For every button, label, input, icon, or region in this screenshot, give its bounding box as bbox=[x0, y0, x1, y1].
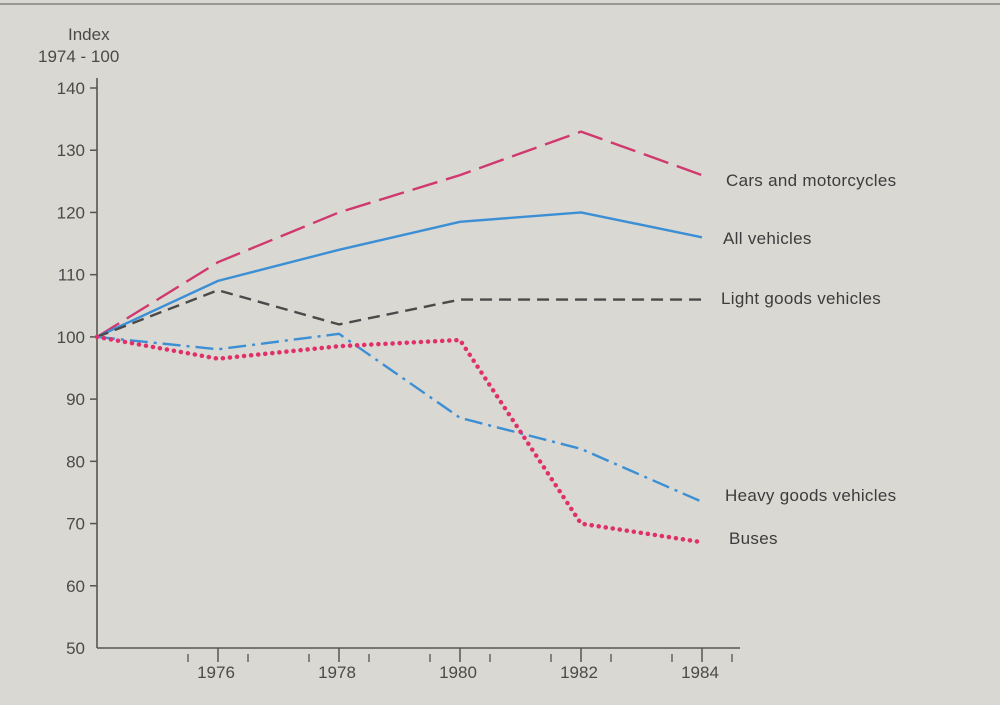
series-line-cars-and-motorcycles bbox=[96, 130, 703, 338]
y-axis-title-line1: Index bbox=[68, 25, 110, 44]
series-line-buses bbox=[94, 334, 705, 545]
series-label: Buses bbox=[729, 529, 778, 548]
x-tick-label: 1978 bbox=[318, 663, 356, 682]
series-label: Cars and motorcycles bbox=[726, 171, 896, 190]
x-tick-label: 1980 bbox=[439, 663, 477, 682]
x-tick-label: 1984 bbox=[681, 663, 719, 682]
series-label: Light goods vehicles bbox=[721, 289, 881, 308]
series-label: Heavy goods vehicles bbox=[725, 486, 896, 505]
y-tick-label: 130 bbox=[57, 141, 85, 160]
y-axis-title-line2: 1974 - 100 bbox=[38, 47, 119, 66]
y-tick-label: 100 bbox=[57, 328, 85, 347]
x-tick-label: 1976 bbox=[197, 663, 235, 682]
y-tick-label: 60 bbox=[66, 577, 85, 596]
x-ticks: 1976 1978 1980 1982 1984 bbox=[187, 648, 733, 682]
series-line-light-goods-vehicles bbox=[96, 289, 702, 339]
series-labels: Cars and motorcycles All vehicles Light go… bbox=[721, 171, 896, 548]
y-tick-label: 50 bbox=[66, 639, 85, 658]
series-label: All vehicles bbox=[723, 229, 812, 248]
y-tick-label: 70 bbox=[66, 515, 85, 534]
x-tick-label: 1982 bbox=[560, 663, 598, 682]
y-tick-label: 120 bbox=[57, 203, 85, 222]
series-lines bbox=[94, 130, 705, 545]
series-line-heavy-goods-vehicles bbox=[96, 332, 703, 503]
y-tick-label: 90 bbox=[66, 390, 85, 409]
y-tick-label: 140 bbox=[57, 79, 85, 98]
y-ticks: 140 130 120 110 100 90 80 70 60 50 bbox=[57, 79, 97, 658]
series-line-all-vehicles bbox=[96, 211, 703, 338]
y-tick-label: 80 bbox=[66, 452, 85, 471]
y-tick-label: 110 bbox=[58, 266, 85, 285]
